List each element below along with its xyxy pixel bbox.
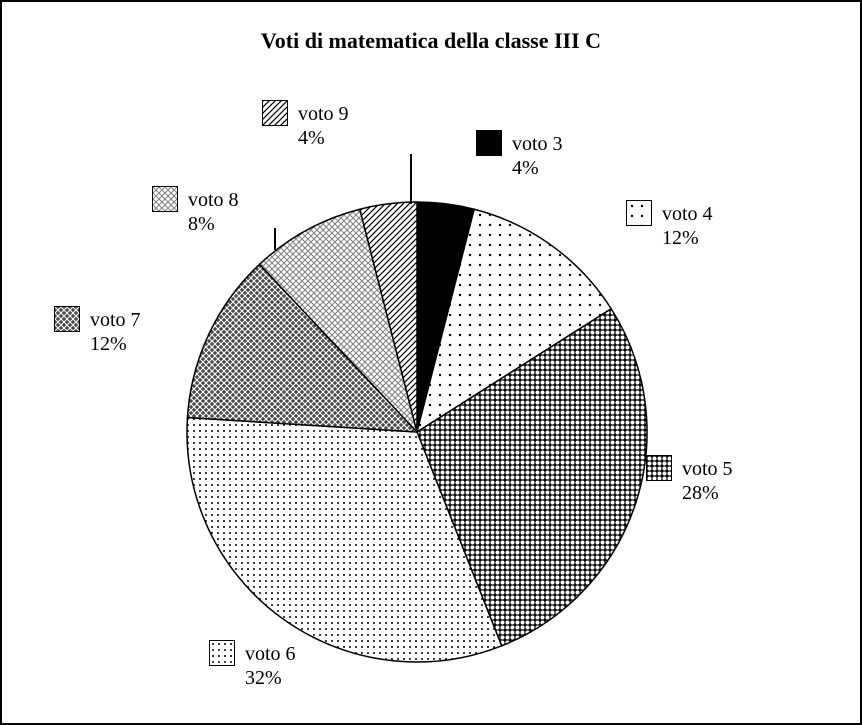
legend-swatch-voto9 [262, 100, 288, 126]
label-name-voto3: voto 3 [512, 132, 563, 156]
label-voto7: voto 712% [90, 308, 141, 356]
label-pct-voto5: 28% [682, 481, 733, 505]
legend-swatch-voto3 [476, 130, 502, 156]
label-name-voto4: voto 4 [662, 202, 713, 226]
label-voto9: voto 94% [298, 102, 349, 150]
label-name-voto9: voto 9 [298, 102, 349, 126]
chart-frame: Voti di matematica della classe III C vo… [0, 0, 862, 725]
label-name-voto5: voto 5 [682, 457, 733, 481]
label-name-voto8: voto 8 [188, 188, 239, 212]
label-pct-voto3: 4% [512, 156, 563, 180]
legend-swatch-voto7 [54, 306, 80, 332]
label-voto4: voto 412% [662, 202, 713, 250]
chart-title: Voti di matematica della classe III C [2, 28, 860, 54]
label-pct-voto7: 12% [90, 332, 141, 356]
leader-line-voto9 [410, 154, 412, 204]
legend-swatch-voto8 [152, 186, 178, 212]
leader-line-voto8 [274, 228, 276, 250]
legend-swatch-voto6 [209, 640, 235, 666]
label-pct-voto8: 8% [188, 212, 239, 236]
label-voto3: voto 34% [512, 132, 563, 180]
label-voto6: voto 632% [245, 642, 296, 690]
leader-line-voto3 [441, 206, 443, 226]
label-pct-voto6: 32% [245, 666, 296, 690]
label-pct-voto9: 4% [298, 126, 349, 150]
label-pct-voto4: 12% [662, 226, 713, 250]
label-voto5: voto 528% [682, 457, 733, 505]
legend-swatch-voto5 [646, 455, 672, 481]
label-name-voto6: voto 6 [245, 642, 296, 666]
legend-swatch-voto4 [626, 200, 652, 226]
label-voto8: voto 88% [188, 188, 239, 236]
pie-chart [185, 200, 649, 664]
label-name-voto7: voto 7 [90, 308, 141, 332]
